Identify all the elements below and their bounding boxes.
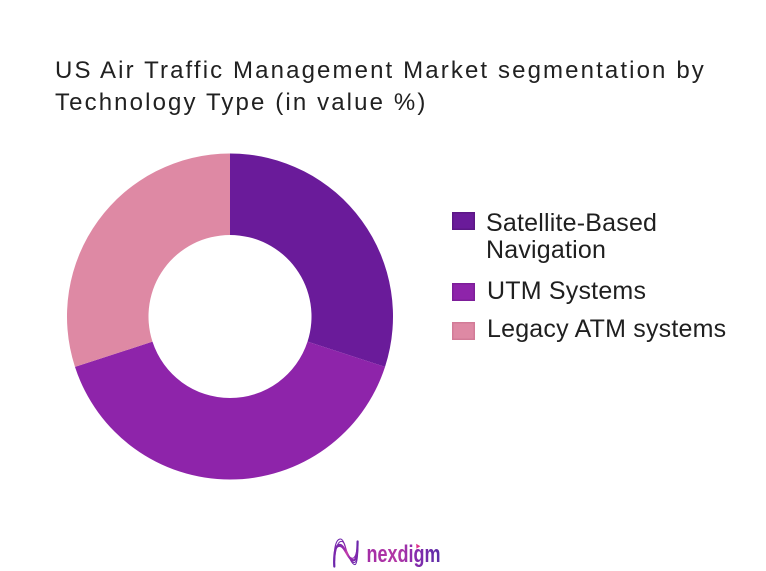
svg-text:nexdigm: nexdigm: [367, 541, 441, 568]
